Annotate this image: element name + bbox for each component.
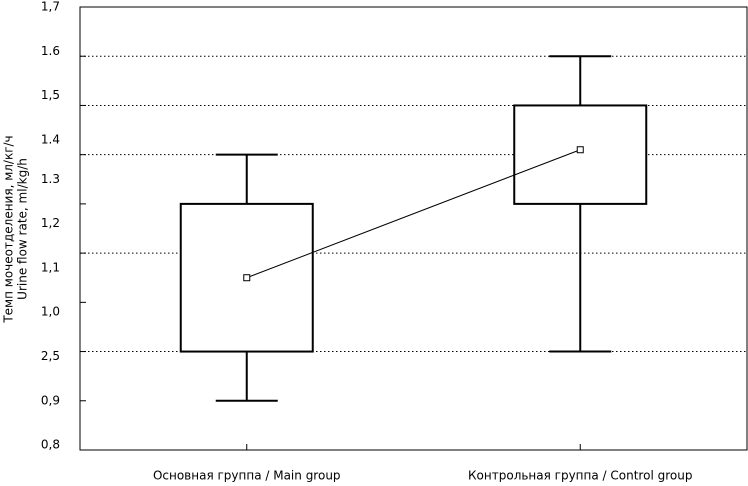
y-tick-label: 0,9 [41,393,60,407]
mean-marker [243,274,251,282]
y-tick-label: 1.3 [41,172,60,186]
y-tick-label: 1.6 [41,44,60,58]
y-tick-label: 0,8 [41,438,60,452]
plot-frame [79,6,748,451]
mean-line [246,149,581,279]
x-tick-label: Основная группа / Main group [153,469,341,483]
y-axis-label: Urine flow rate, ml/kg/h [16,158,30,300]
y-tick-label: 1.4 [41,132,60,146]
y-tick-label: 1,2 [41,216,60,230]
y-tick-label: 1,5 [41,88,60,102]
box [513,104,648,205]
y-axis-label: Темп мочеотделения, мл/кг/ч [2,135,16,323]
mean-marker [576,146,584,154]
y-tick-label: 2,5 [41,349,60,363]
y-tick-label: 1,7 [41,0,60,14]
y-tick-label: 1,1 [41,260,60,274]
y-tick-label: 1,0 [41,305,60,319]
x-tick-label: Контрольная группа / Control group [468,469,692,483]
